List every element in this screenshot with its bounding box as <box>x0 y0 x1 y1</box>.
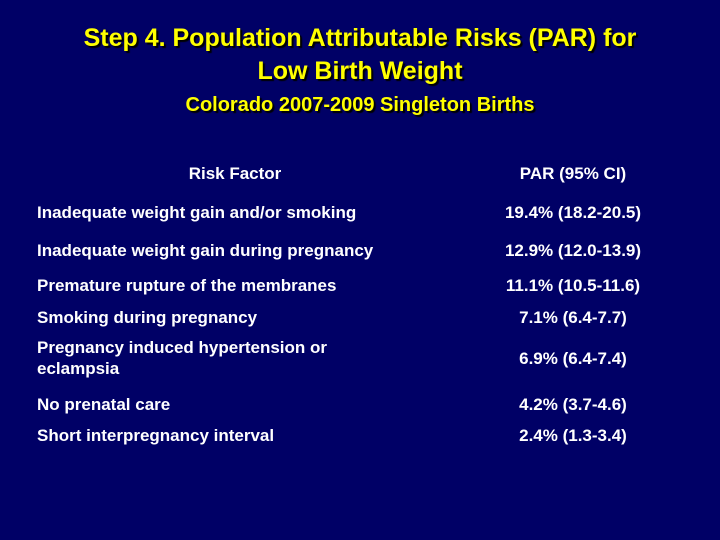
risk-factor: Short interpregnancy interval <box>37 426 275 445</box>
risk-factor: Premature rupture of the membranes <box>37 276 337 295</box>
par-value: 11.1% (10.5-11.6) <box>505 276 641 295</box>
header-par: PAR (95% CI) <box>519 164 627 183</box>
risk-factor: Inadequate weight gain and/or smoking <box>37 203 357 222</box>
risk-factor: No prenatal care <box>37 395 171 414</box>
risk-factor: Inadequate weight gain during pregnancy <box>37 241 374 260</box>
risk-factor: Pregnancy induced hypertension or eclamp… <box>37 337 437 379</box>
par-value: 7.1% (6.4-7.7) <box>519 308 627 327</box>
par-value: 2.4% (1.3-3.4) <box>519 426 627 445</box>
slide-title: Step 4. Population Attributable Risks (P… <box>0 22 720 88</box>
title-line-2: Low Birth Weight <box>257 57 463 85</box>
par-value: 6.9% (6.4-7.4) <box>519 349 627 368</box>
par-value: 19.4% (18.2-20.5) <box>504 203 642 222</box>
risk-factor: Smoking during pregnancy <box>37 308 258 327</box>
title-line-1: Step 4. Population Attributable Risks (P… <box>83 24 637 52</box>
slide-subtitle: Colorado 2007-2009 Singleton Births <box>185 94 535 116</box>
par-value: 12.9% (12.0-13.9) <box>504 241 642 260</box>
risk-factor-line-2: eclampsia <box>37 359 120 378</box>
header-risk-factor: Risk Factor <box>188 164 282 183</box>
par-value: 4.2% (3.7-4.6) <box>519 395 627 414</box>
risk-factor-line-1: Pregnancy induced hypertension or <box>37 338 328 357</box>
